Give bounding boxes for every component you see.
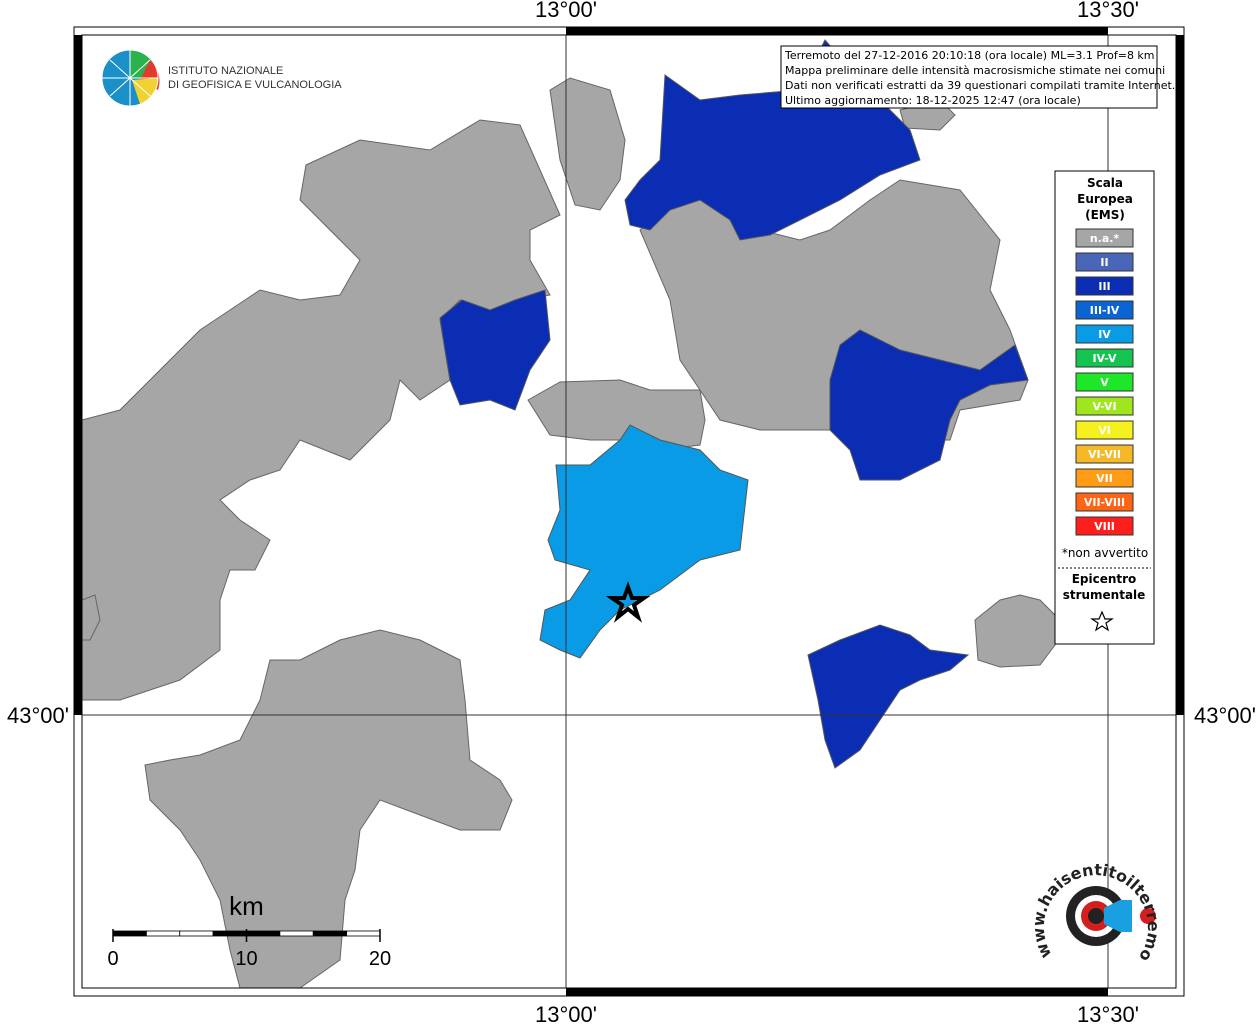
legend-swatch [1075, 516, 1134, 536]
scale-tick-label: 0 [107, 948, 118, 970]
legend-label: III [1098, 280, 1110, 293]
municipality [807, 624, 970, 769]
legend-star [1090, 610, 1114, 632]
municipality [539, 424, 749, 659]
scale-segment [346, 930, 381, 937]
scale-segment [279, 930, 314, 937]
legend-note: *non avvertito [1062, 546, 1148, 560]
legend-title: Europea [1077, 192, 1133, 206]
scale-tick-label: 20 [369, 948, 391, 970]
scale-segment [312, 930, 348, 937]
ingv-logo: ISTITUTO NAZIONALE DI GEOFISICA E VULCAN… [101, 49, 342, 107]
legend-swatch [1075, 492, 1134, 512]
legend-label: IV [1098, 328, 1111, 341]
info-line: Dati non verificati estratti da 39 quest… [785, 79, 1175, 92]
municipality [829, 329, 1029, 481]
epicenter-star [605, 581, 651, 623]
scale-segment [145, 930, 181, 937]
legend-label: VIII [1094, 520, 1115, 533]
legend-swatch [1075, 396, 1134, 416]
legend-epicenter: strumentale [1063, 588, 1146, 602]
legend-swatch [1075, 444, 1134, 464]
legend-label: V-VI [1092, 400, 1116, 413]
legend-label: IV-V [1092, 352, 1117, 365]
info-line: Ultimo aggiornamento: 18-12-2025 12:47 (… [785, 94, 1081, 107]
lon-label: 13°00' [535, 1002, 597, 1024]
lat-label: 43°00' [1194, 703, 1256, 728]
legend-swatch [1075, 348, 1134, 368]
legend-swatch [1075, 300, 1134, 320]
legend-label: VI-VII [1088, 448, 1121, 461]
municipality [81, 119, 561, 701]
scale-segment [112, 930, 147, 937]
scale-segment [179, 930, 214, 937]
legend-label: n.a.* [1090, 232, 1120, 245]
legend-swatch [1075, 276, 1134, 296]
lat-label: 43°00' [7, 703, 69, 728]
scale-tick-label: 10 [235, 948, 257, 970]
scale-segment [246, 930, 281, 937]
logo-text: ISTITUTO NAZIONALE [168, 65, 283, 77]
lon-label: 13°30' [1077, 1002, 1139, 1024]
info-lines: Terremoto del 27-12-2016 20:10:18 (ora l… [784, 49, 1175, 107]
frame [73, 26, 1185, 997]
municipality [144, 629, 513, 989]
legend-label: VII [1096, 472, 1113, 485]
legend-label: II [1100, 256, 1108, 269]
legend-title: Scala [1087, 176, 1123, 190]
legend-label: V [1100, 376, 1109, 389]
info-line: Mappa preliminare delle intensità macros… [785, 64, 1165, 77]
legend-swatch [1075, 252, 1134, 272]
legend-swatch [1075, 324, 1134, 344]
municipality [549, 77, 626, 211]
info-box [780, 45, 1158, 109]
legend-swatch [1075, 372, 1134, 392]
legend-epicenter: Epicentro [1072, 572, 1137, 586]
scale-bar: km 0 10 20 [107, 891, 391, 970]
legend-swatch [1075, 228, 1134, 248]
legend-label: VII-VIII [1084, 496, 1125, 509]
logo-text: DI GEOFISICA E VULCANOLOGIA [168, 79, 342, 91]
municipality [439, 289, 551, 411]
legend-swatch [1075, 420, 1134, 440]
legend-label: VI [1098, 424, 1111, 437]
legend-label: III-IV [1090, 304, 1120, 317]
lon-label: 13°30' [1077, 0, 1139, 22]
legend-title: (EMS) [1085, 208, 1125, 222]
scale-segment [212, 930, 247, 937]
legend-swatch [1075, 468, 1134, 488]
municipality [527, 379, 706, 451]
legend: ScalaEuropea(EMS)n.a.*IIIIIIII-IVIVIV-VV… [1062, 176, 1148, 602]
scale-unit: km [229, 891, 264, 921]
info-line: Terremoto del 27-12-2016 20:10:18 (ora l… [784, 49, 1155, 62]
lon-label: 13°00' [535, 0, 597, 22]
